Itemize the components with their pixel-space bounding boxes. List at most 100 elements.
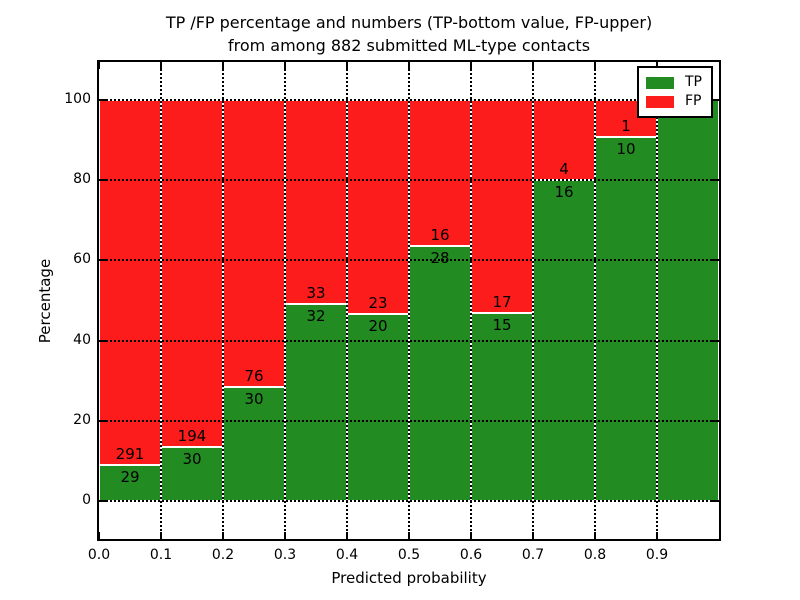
- bar-segment-fp: [347, 100, 409, 315]
- bar-segment-tp: [285, 303, 347, 501]
- y-tick-mark: [712, 339, 719, 342]
- gridline-vertical: [408, 62, 410, 539]
- x-tick-mark: [408, 62, 410, 69]
- y-tick-mark: [712, 499, 719, 502]
- fp-count-label: 194: [177, 427, 207, 446]
- x-tick-label: 0.3: [273, 547, 297, 563]
- gridline-horizontal: [99, 339, 719, 342]
- bar-segment-fp: [471, 100, 533, 314]
- y-tick-label: 0: [82, 491, 91, 508]
- tp-count-label: 28: [430, 248, 450, 267]
- fp-count-label: 76: [244, 367, 264, 386]
- x-tick-mark: [222, 62, 224, 69]
- fp-count-label: 16: [430, 225, 450, 244]
- x-tick-mark: [594, 62, 596, 69]
- gridline-vertical: [160, 62, 162, 539]
- x-tick-label: 0.4: [335, 547, 359, 563]
- y-tick-label: 80: [73, 171, 91, 188]
- x-tick-mark: [532, 532, 534, 539]
- tp-count-label: 16: [554, 183, 574, 202]
- y-tick-mark: [99, 179, 106, 182]
- y-tick-mark: [712, 419, 719, 422]
- gridline-horizontal: [99, 99, 719, 102]
- x-tick-mark: [346, 532, 348, 539]
- chart-title: TP /FP percentage and numbers (TP-bottom…: [97, 11, 721, 57]
- fp-count-label: 4: [559, 160, 569, 179]
- y-tick-mark: [99, 339, 106, 342]
- gridline-vertical: [284, 62, 286, 539]
- bar-segment-tp: [409, 245, 471, 501]
- bar-segment-tp: [657, 100, 719, 501]
- gridline-vertical: [346, 62, 348, 539]
- x-axis-label: Predicted probability: [331, 569, 487, 587]
- legend-label-fp: FP: [685, 93, 702, 109]
- x-tick-mark: [160, 532, 162, 539]
- y-tick-mark: [99, 259, 106, 262]
- fp-count-label: 33: [306, 283, 326, 302]
- x-tick-mark: [98, 62, 100, 69]
- gridline-vertical: [470, 62, 472, 539]
- bar-segment-fp: [99, 100, 161, 465]
- y-tick-label: 100: [64, 91, 91, 108]
- x-tick-mark: [346, 62, 348, 69]
- gridline-vertical: [594, 62, 596, 539]
- plot-area: Percentage Predicted probability 291 29 19…: [36, 60, 721, 587]
- bar-segment-tp: [347, 314, 409, 501]
- y-tick-mark: [99, 99, 106, 102]
- x-tick-mark: [98, 532, 100, 539]
- x-tick-mark: [470, 62, 472, 69]
- x-tick-label: 0.5: [397, 547, 421, 563]
- x-tick-mark: [656, 62, 658, 69]
- x-tick-mark: [470, 532, 472, 539]
- legend-swatch-fp: [646, 95, 674, 108]
- gridline-horizontal: [99, 259, 719, 262]
- x-tick-label: 0.8: [583, 547, 607, 563]
- tp-count-label: 29: [120, 467, 140, 486]
- tp-count-label: 30: [182, 450, 202, 469]
- bar-segment-tp: [595, 136, 657, 501]
- x-tick-label: 0.7: [521, 547, 545, 563]
- tp-count-label: 32: [306, 306, 326, 325]
- bar-segment-fp: [223, 100, 285, 388]
- y-tick-mark: [712, 179, 719, 182]
- tp-count-label: 20: [368, 317, 388, 336]
- chart-title-line2: from among 882 submitted ML-type contact…: [227, 36, 591, 55]
- fp-count-label: 291: [115, 444, 145, 463]
- y-axis-label: Percentage: [36, 258, 54, 343]
- y-tick-mark: [712, 259, 719, 262]
- x-tick-mark: [160, 62, 162, 69]
- fp-count-label: 1: [621, 116, 631, 135]
- y-tick-label: 40: [73, 331, 91, 348]
- gridline-horizontal: [99, 499, 719, 502]
- x-tick-label: 0.1: [149, 547, 173, 563]
- plot-inner: Percentage Predicted probability 291 29 19…: [36, 62, 719, 587]
- chart-title-line1: TP /FP percentage and numbers (TP-bottom…: [165, 13, 653, 32]
- bar-segment-fp: [409, 100, 471, 246]
- x-tick-mark: [222, 532, 224, 539]
- x-tick-label: 0.2: [211, 547, 235, 563]
- y-tick-label: 20: [73, 411, 91, 428]
- gridline-vertical: [532, 62, 534, 539]
- bar-segment-fp: [285, 100, 347, 304]
- legend: TP FP: [637, 66, 713, 118]
- x-tick-label: 0.6: [459, 547, 483, 563]
- tp-count-label: 10: [616, 139, 636, 158]
- legend-item-fp: FP: [646, 92, 702, 111]
- tp-count-label: 15: [492, 316, 512, 335]
- y-tick-mark: [712, 99, 719, 102]
- x-tick-mark: [284, 532, 286, 539]
- tp-count-label: 30: [244, 390, 264, 409]
- x-tick-mark: [532, 62, 534, 69]
- fp-count-label: 23: [368, 294, 388, 313]
- x-tick-mark: [408, 532, 410, 539]
- gridline-horizontal: [99, 419, 719, 422]
- y-tick-label: 60: [73, 251, 91, 268]
- x-tick-label: 0.0: [87, 547, 111, 563]
- bar-segment-tp: [99, 464, 161, 501]
- legend-label-tp: TP: [685, 74, 702, 90]
- bar-segment-tp: [161, 447, 223, 501]
- x-tick-mark: [284, 62, 286, 69]
- fp-count-label: 17: [492, 293, 512, 312]
- y-tick-mark: [99, 419, 106, 422]
